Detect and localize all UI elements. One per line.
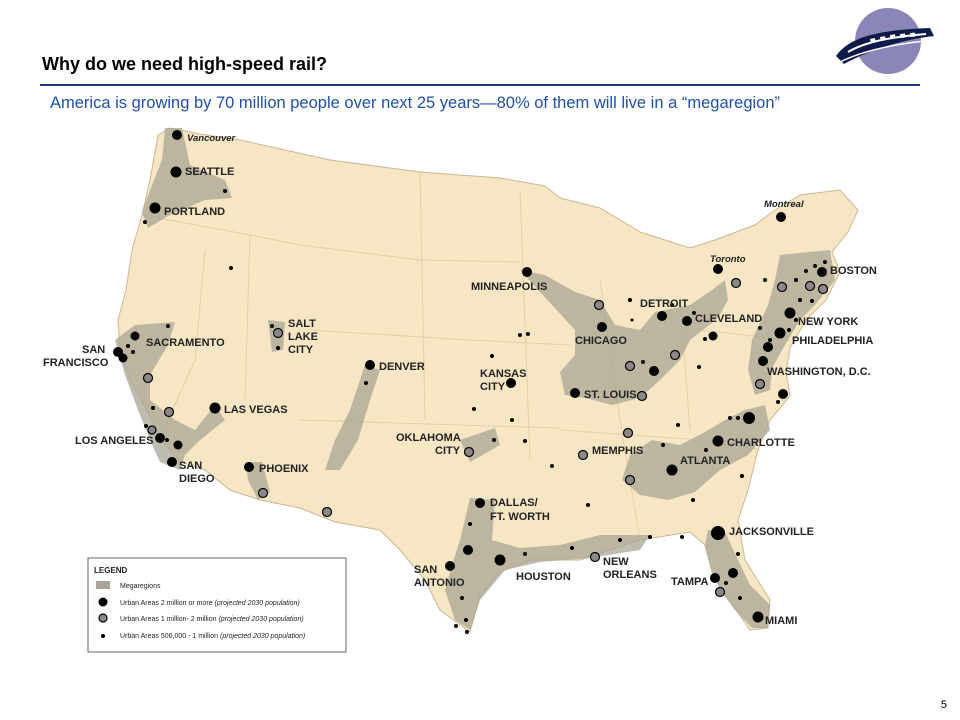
- city-label-st-louis: ST. LOUIS: [584, 389, 637, 401]
- medium-urban-dots: [142, 277, 829, 598]
- city-label-washington: WASHINGTON, D.C.: [767, 366, 871, 378]
- legend-item-medium-label: Urban Areas 1 million- 2 million: [120, 616, 217, 623]
- city-label-salt-lake-2: LAKE: [288, 331, 318, 343]
- city-label-seattle: SEATTLE: [185, 166, 234, 178]
- city-label-phoenix: PHOENIX: [259, 463, 309, 475]
- city-label-houston: HOUSTON: [516, 571, 571, 583]
- city-label-portland: PORTLAND: [164, 206, 225, 218]
- city-label-vancouver: Vancouver: [187, 133, 237, 144]
- title-rule: [40, 84, 920, 86]
- legend-item-megaregions: Megaregions: [120, 583, 161, 590]
- legend-megaregion-swatch: [96, 581, 110, 589]
- legend-large-dot: [98, 597, 108, 607]
- city-label-minneapolis: MINNEAPOLIS: [471, 281, 547, 293]
- city-label-philadelphia: PHILADELPHIA: [792, 335, 873, 347]
- city-label-new-york: NEW YORK: [798, 316, 858, 328]
- city-label-san-diego-1: SAN: [179, 460, 202, 472]
- legend-item-medium: Urban Areas 1 million- 2 million (projec…: [120, 616, 304, 623]
- legend-medium-dot: [98, 613, 108, 623]
- city-label-cleveland: CLEVELAND: [695, 313, 762, 325]
- city-label-boston: BOSTON: [830, 265, 877, 277]
- city-label-new-orleans-1: NEW: [603, 556, 629, 568]
- city-label-oklahoma-city-2: CITY: [435, 445, 461, 457]
- city-label-toronto: Toronto: [710, 254, 746, 265]
- city-label-memphis: MEMPHIS: [592, 445, 643, 457]
- city-label-dallas-2: FT. WORTH: [490, 511, 550, 523]
- city-label-chicago: CHICAGO: [575, 335, 627, 347]
- legend-item-small-label: Urban Areas 500,000 - 1 million: [120, 633, 218, 640]
- city-label-los-angeles: LOS ANGELES: [75, 435, 153, 447]
- slide-title: Why do we need high-speed rail?: [42, 54, 328, 74]
- city-label-denver: DENVER: [379, 361, 425, 373]
- page-number: 5: [940, 699, 947, 711]
- city-label-charlotte: CHARLOTTE: [727, 437, 795, 449]
- city-label-oklahoma-city-1: OKLAHOMA: [396, 432, 461, 444]
- city-label-tampa: TAMPA: [671, 576, 709, 588]
- high-speed-train-icon: [836, 8, 935, 74]
- city-label-new-orleans-2: ORLEANS: [603, 569, 657, 581]
- city-label-atlanta: ATLANTA: [680, 455, 730, 467]
- city-labels: Vancouver SEATTLE PORTLAND SACRAMENTO SA…: [43, 133, 877, 627]
- city-label-san-diego-2: DIEGO: [179, 473, 215, 485]
- city-label-san-antonio-1: SAN: [414, 564, 437, 576]
- city-label-salt-lake-3: CITY: [288, 344, 314, 356]
- legend-item-small-note: (projected 2030 population): [220, 633, 305, 640]
- legend-item-large: Urban Areas 2 million or more (projected…: [120, 600, 300, 607]
- city-label-kansas-city-1: KANSAS: [480, 368, 526, 380]
- city-label-salt-lake-1: SALT: [288, 318, 316, 330]
- city-label-montreal: Montreal: [764, 199, 804, 210]
- city-label-san-francisco-1: SAN: [82, 344, 105, 356]
- legend-item-medium-note: (projected 2030 population): [218, 616, 303, 623]
- city-label-sacramento: SACRAMENTO: [146, 337, 225, 349]
- map-legend: LEGEND Megaregions Urban Areas 2 million…: [87, 557, 347, 653]
- city-label-dallas-1: DALLAS/: [490, 497, 538, 509]
- city-label-miami: MIAMI: [765, 615, 797, 627]
- city-label-jacksonville: JACKSONVILLE: [729, 526, 814, 538]
- city-label-detroit: DETROIT: [640, 298, 689, 310]
- slide-subtitle: America is growing by 70 million people …: [50, 94, 781, 112]
- us-megaregions-map: Vancouver SEATTLE PORTLAND SACRAMENTO SA…: [43, 127, 877, 653]
- legend-item-small: Urban Areas 500,000 - 1 million (project…: [120, 633, 305, 640]
- city-label-san-antonio-2: ANTONIO: [414, 577, 465, 589]
- legend-item-large-note: (projected 2030 population): [215, 600, 300, 607]
- city-label-las-vegas: LAS VEGAS: [224, 404, 288, 416]
- large-urban-dots: [113, 130, 827, 623]
- city-label-san-francisco-2: FRANCISCO: [43, 357, 109, 369]
- small-urban-dots: [126, 189, 827, 634]
- legend-small-dot: [101, 634, 105, 638]
- city-label-kansas-city-2: CITY: [480, 381, 506, 393]
- legend-item-large-label: Urban Areas 2 million or more: [120, 600, 213, 607]
- legend-title: LEGEND: [94, 566, 128, 575]
